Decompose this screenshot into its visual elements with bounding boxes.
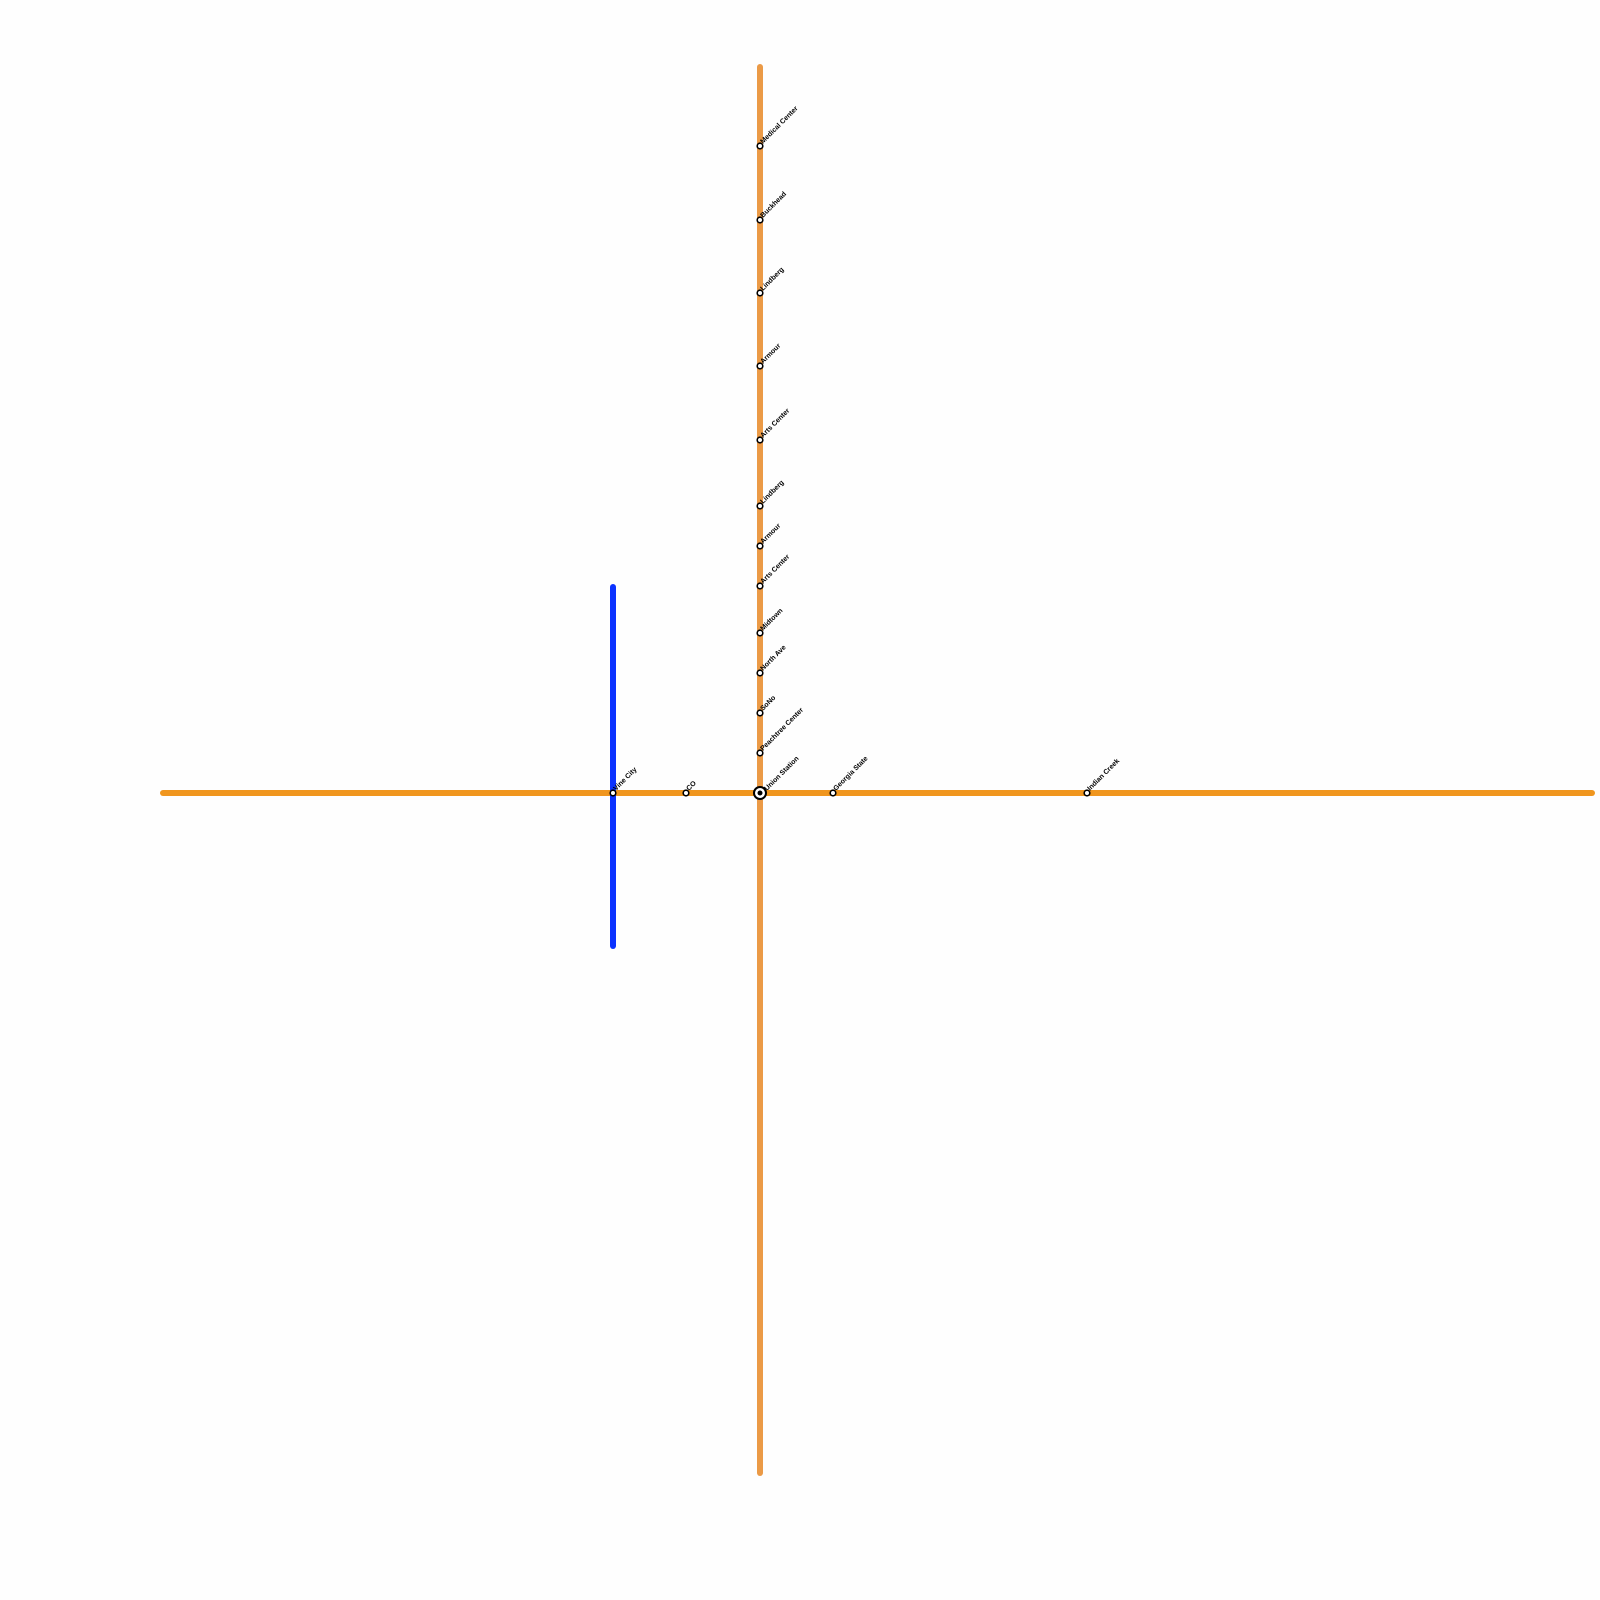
station-marker: [756, 629, 764, 637]
station-marker: [756, 749, 764, 757]
station-marker: [756, 216, 764, 224]
station-marker: [756, 582, 764, 590]
station-marker: [756, 542, 764, 550]
station-marker: [756, 709, 764, 717]
station-marker: [829, 789, 837, 797]
station-marker: [756, 289, 764, 297]
station-marker: [609, 789, 617, 797]
station-marker: [756, 669, 764, 677]
station-marker: [756, 436, 764, 444]
interchange-dot: [757, 790, 763, 796]
station-marker: [682, 789, 690, 797]
station-marker: [756, 362, 764, 370]
station-marker: [756, 142, 764, 150]
station-marker: [1083, 789, 1091, 797]
station-marker: [756, 502, 764, 510]
